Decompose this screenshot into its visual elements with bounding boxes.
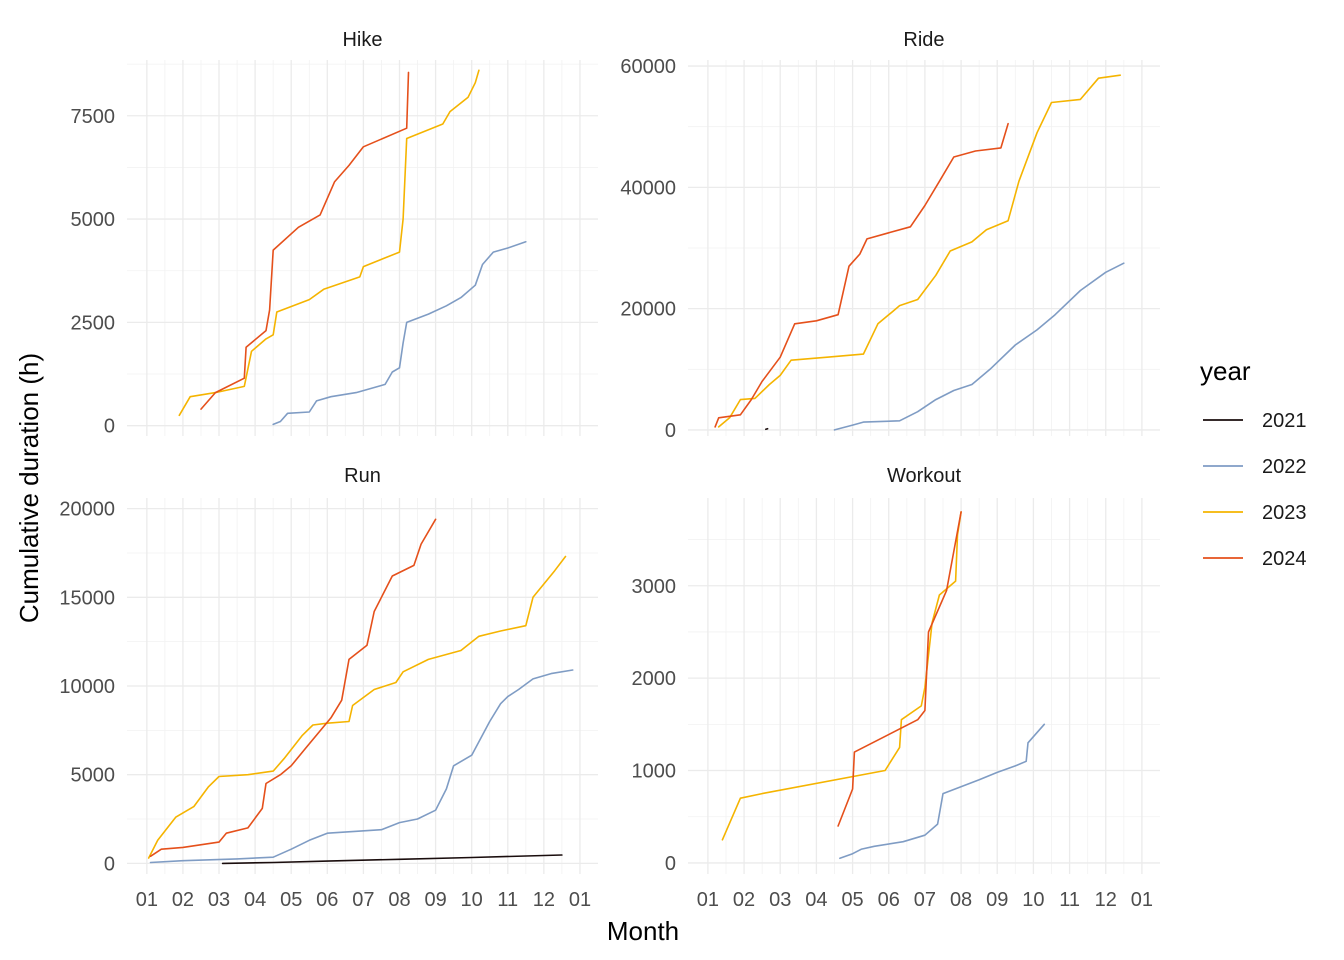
facet-title: Hike	[342, 29, 382, 51]
legend-item-2022: 2022	[1203, 456, 1307, 478]
x-axis-title: Month	[607, 916, 679, 946]
legend-label: 2024	[1262, 548, 1307, 570]
legend-item-2024: 2024	[1203, 548, 1307, 570]
y-tick-label: 5000	[71, 209, 116, 231]
x-tick-label: 06	[878, 889, 900, 911]
y-tick-label: 20000	[59, 499, 115, 521]
legend-title: year	[1200, 356, 1251, 386]
x-tick-label: 09	[986, 889, 1008, 911]
x-tick-label: 05	[841, 889, 863, 911]
panels-layer: Hike0250050007500Ride0200004000060000Run…	[59, 29, 1160, 911]
y-axis-title: Cumulative duration (h)	[14, 353, 44, 623]
series-line-2022	[833, 262, 1125, 431]
y-tick-label: 7500	[71, 106, 116, 128]
y-tick-label: 15000	[59, 587, 115, 609]
series-line-2022	[149, 669, 574, 864]
x-tick-label: 07	[352, 889, 374, 911]
x-tick-label: 12	[1095, 889, 1117, 911]
series-line-2023	[147, 555, 567, 859]
legend-items: 2021 2022 2023 2024	[1203, 410, 1307, 570]
facet-title: Workout	[887, 465, 962, 487]
legend: year 2021 2022 2023 2024	[1200, 356, 1307, 570]
y-tick-label: 0	[104, 416, 115, 438]
y-tick-label: 2000	[632, 668, 677, 690]
x-tick-label: 04	[805, 889, 827, 911]
x-tick-label: 02	[733, 889, 755, 911]
x-tick-label: 06	[316, 889, 338, 911]
series-line-2021	[765, 427, 769, 431]
x-tick-label: 01	[136, 889, 158, 911]
x-tick-label: 03	[769, 889, 791, 911]
series-line-2023	[178, 69, 480, 417]
legend-label: 2022	[1262, 456, 1307, 478]
x-tick-label: 04	[244, 889, 266, 911]
x-tick-label: 05	[280, 889, 302, 911]
series-line-2022	[839, 723, 1046, 860]
y-tick-label: 5000	[71, 765, 116, 787]
x-tick-label: 03	[208, 889, 230, 911]
x-tick-label: 10	[461, 889, 483, 911]
y-tick-label: 40000	[620, 177, 676, 199]
series-line-2023	[717, 74, 1121, 428]
x-tick-label: 08	[950, 889, 972, 911]
facet-title: Ride	[903, 29, 944, 51]
x-tick-label: 08	[388, 889, 410, 911]
y-tick-label: 1000	[632, 761, 677, 783]
y-tick-label: 60000	[620, 56, 676, 78]
series-line-2024	[200, 71, 410, 410]
facet-panel-run: Run 0 5000 10000 15000 20000 01 02 03 04 05 06 07 08 0…	[59, 465, 598, 911]
y-tick-label: 10000	[59, 676, 115, 698]
x-tick-label: 10	[1022, 889, 1044, 911]
legend-item-2023: 2023	[1203, 502, 1307, 524]
x-tick-label: 02	[172, 889, 194, 911]
x-tick-label: 11	[1059, 889, 1080, 911]
x-tick-label: 09	[424, 889, 446, 911]
x-tick-label: 01	[1131, 889, 1153, 911]
facet-panel-hike: Hike 0 2500 5000 7500	[71, 29, 598, 438]
legend-label: 2023	[1262, 502, 1307, 524]
series-line-2023	[721, 511, 962, 841]
x-tick-label: 11	[497, 889, 518, 911]
y-tick-label: 3000	[632, 576, 677, 598]
legend-item-2021: 2021	[1203, 410, 1307, 432]
series-line-2021	[221, 854, 563, 865]
x-tick-label: 07	[914, 889, 936, 911]
series-line-2022	[272, 241, 527, 426]
series-line-2024	[149, 518, 437, 858]
x-tick-label: 01	[697, 889, 719, 911]
facet-panel-ride: Ride 0 20000 40000 60000	[620, 29, 1160, 442]
y-tick-label: 0	[665, 853, 676, 875]
y-tick-label: 20000	[620, 299, 676, 321]
y-tick-label: 2500	[71, 312, 116, 334]
legend-label: 2021	[1262, 410, 1307, 432]
series-line-2024	[837, 511, 962, 827]
facet-title: Run	[344, 465, 381, 487]
series-line-2024	[714, 122, 1009, 428]
y-tick-label: 0	[665, 420, 676, 442]
y-tick-label: 0	[104, 853, 115, 875]
x-tick-label: 01	[569, 889, 591, 911]
facet-panel-workout: Workout 0 1000 2000 3000 01 02 03 04 05 06 07 08 09 10…	[632, 465, 1160, 911]
x-tick-label: 12	[533, 889, 555, 911]
